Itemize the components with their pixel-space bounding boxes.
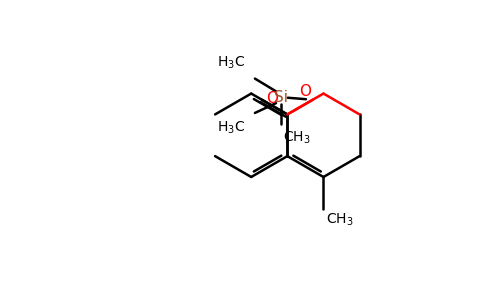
Text: Si: Si — [274, 90, 288, 105]
Text: O: O — [266, 91, 278, 106]
Text: CH$_3$: CH$_3$ — [283, 130, 311, 146]
Text: CH$_3$: CH$_3$ — [326, 212, 353, 228]
Text: H$_3$C: H$_3$C — [217, 54, 245, 71]
Text: O: O — [299, 84, 311, 99]
Text: H$_3$C: H$_3$C — [217, 120, 245, 136]
